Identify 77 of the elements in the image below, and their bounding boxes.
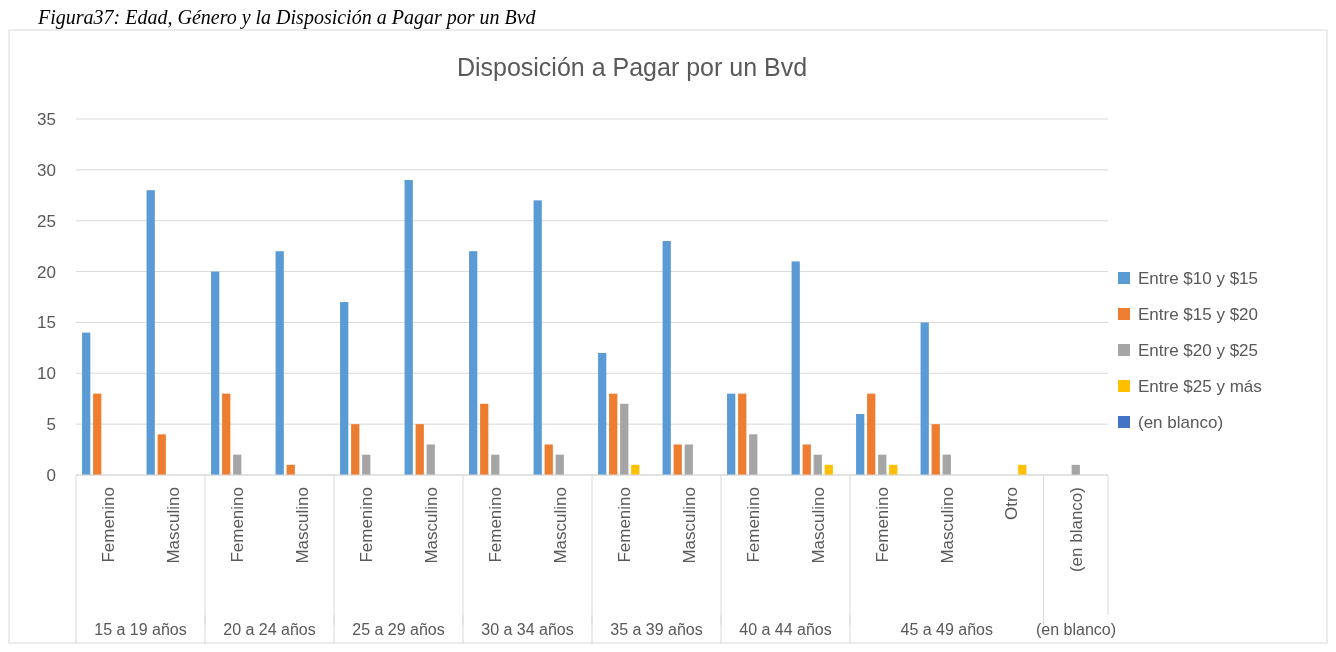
bar [544,444,553,475]
y-tick-label: 35 [37,109,56,129]
bar [802,444,811,475]
bar [856,413,865,475]
text: 45 a 49 años [900,621,994,638]
text: 25 a 29 años [352,621,445,638]
bar [598,352,607,475]
bar [533,200,542,475]
x-tick-label: Masculino [679,487,699,564]
bar [662,241,671,475]
x-tick-label: Masculino [421,487,441,564]
legend-label: Entre $20 y $25 [1138,340,1259,360]
bar [340,302,349,475]
y-tick-label: 20 [37,262,56,282]
bar [275,251,284,475]
text: 20 a 24 años [223,621,316,638]
x-tick-label: Femenino [228,487,248,563]
bar [404,180,413,475]
x-tick-label: Masculino [292,487,312,564]
x-tick-label: Femenino [357,487,377,563]
y-tick-label: 0 [46,465,56,485]
bar [491,454,500,475]
x-tick-label: Femenino [486,487,506,563]
text: 35 a 39 años [610,621,703,638]
x-tick-label: Femenino [615,487,635,563]
x-tick-label: Femenino [873,487,893,563]
bar [931,424,940,475]
bar [813,454,822,475]
bar [146,190,155,475]
legend-label: Entre $10 y $15 [1138,268,1259,288]
bar [93,393,102,475]
bar [749,434,758,475]
bar [920,322,929,475]
bar [609,393,618,475]
bar [82,332,91,475]
y-tick-label: 25 [37,211,56,231]
bar [480,403,489,475]
bar [222,393,231,475]
y-tick-label: 15 [37,313,56,333]
x-tick-label: Masculino [163,487,183,564]
x-tick-label: Otro [1002,487,1022,521]
x-tick-label: Masculino [550,487,570,564]
bar [469,251,478,475]
bar [727,393,736,475]
bar [233,454,242,475]
bar [867,393,876,475]
text: 30 a 34 años [481,621,574,638]
x-tick-label: Femenino [744,487,764,563]
bar [426,444,435,475]
bar [791,261,800,475]
y-tick-label: 10 [37,364,56,384]
legend-label: Entre $15 y $20 [1138,304,1259,324]
bar [684,444,693,475]
bar [415,424,424,475]
bar [738,393,747,475]
legend-label: (en blanco) [1138,412,1224,432]
bar [157,434,166,475]
bar [351,424,360,475]
text: 40 a 44 años [739,621,832,638]
y-tick-label: 5 [46,415,56,435]
bar [555,454,564,475]
legend-label: Entre $25 y más [1138,376,1262,396]
text: 15 a 19 años [94,621,187,638]
y-tick-label: 30 [37,160,56,180]
text: Figura37: Edad, Género y la Disposición a Pagar por un Bvd [37,6,537,29]
bar [211,271,220,475]
x-tick-label: (en blanco) [1066,487,1086,573]
x-tick-label: Femenino [99,487,119,563]
text: (en blanco) [1035,621,1116,638]
bar [362,454,371,475]
bar [878,454,887,475]
chart-title: Disposición a Pagar por un Bvd [456,53,808,81]
bar [673,444,682,475]
bar [620,403,629,475]
x-tick-label: Masculino [937,487,957,564]
bar [942,454,951,475]
x-tick-label: Masculino [808,487,828,564]
